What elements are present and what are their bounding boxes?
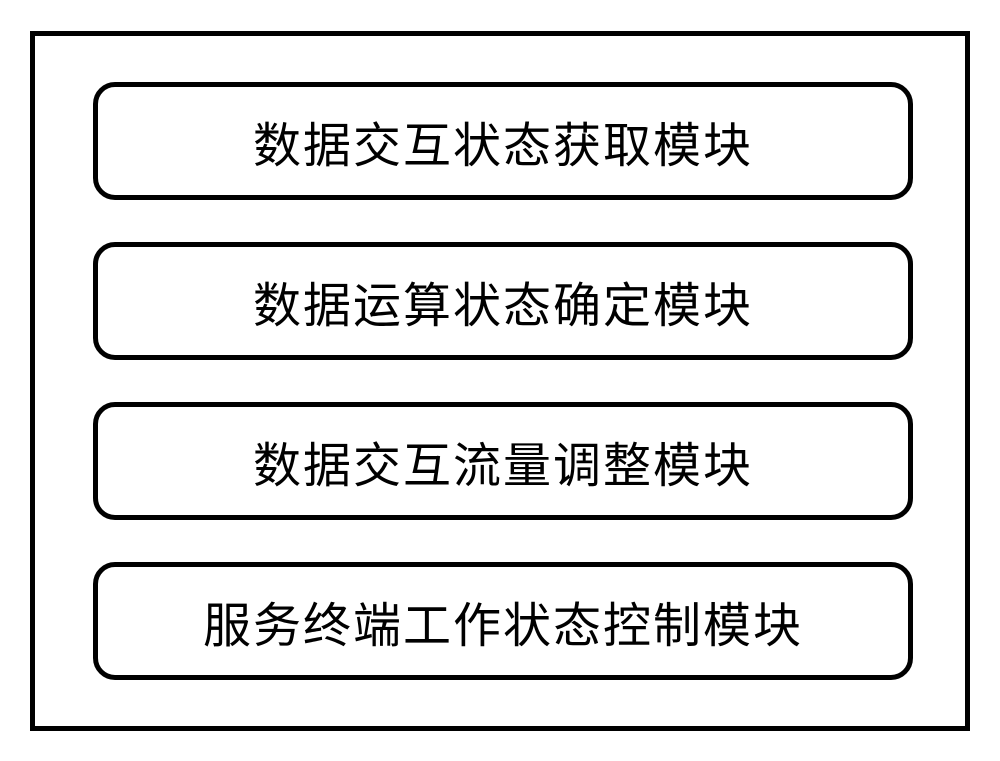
module-label: 数据交互状态获取模块	[253, 106, 753, 176]
module-label: 服务终端工作状态控制模块	[203, 586, 803, 656]
module-box-3: 数据交互流量调整模块	[93, 402, 913, 520]
module-label: 数据交互流量调整模块	[253, 426, 753, 496]
module-box-4: 服务终端工作状态控制模块	[93, 562, 913, 680]
module-box-2: 数据运算状态确定模块	[93, 242, 913, 360]
module-label: 数据运算状态确定模块	[253, 266, 753, 336]
diagram-outer-box: 数据交互状态获取模块 数据运算状态确定模块 数据交互流量调整模块 服务终端工作状…	[30, 31, 970, 731]
module-box-1: 数据交互状态获取模块	[93, 82, 913, 200]
